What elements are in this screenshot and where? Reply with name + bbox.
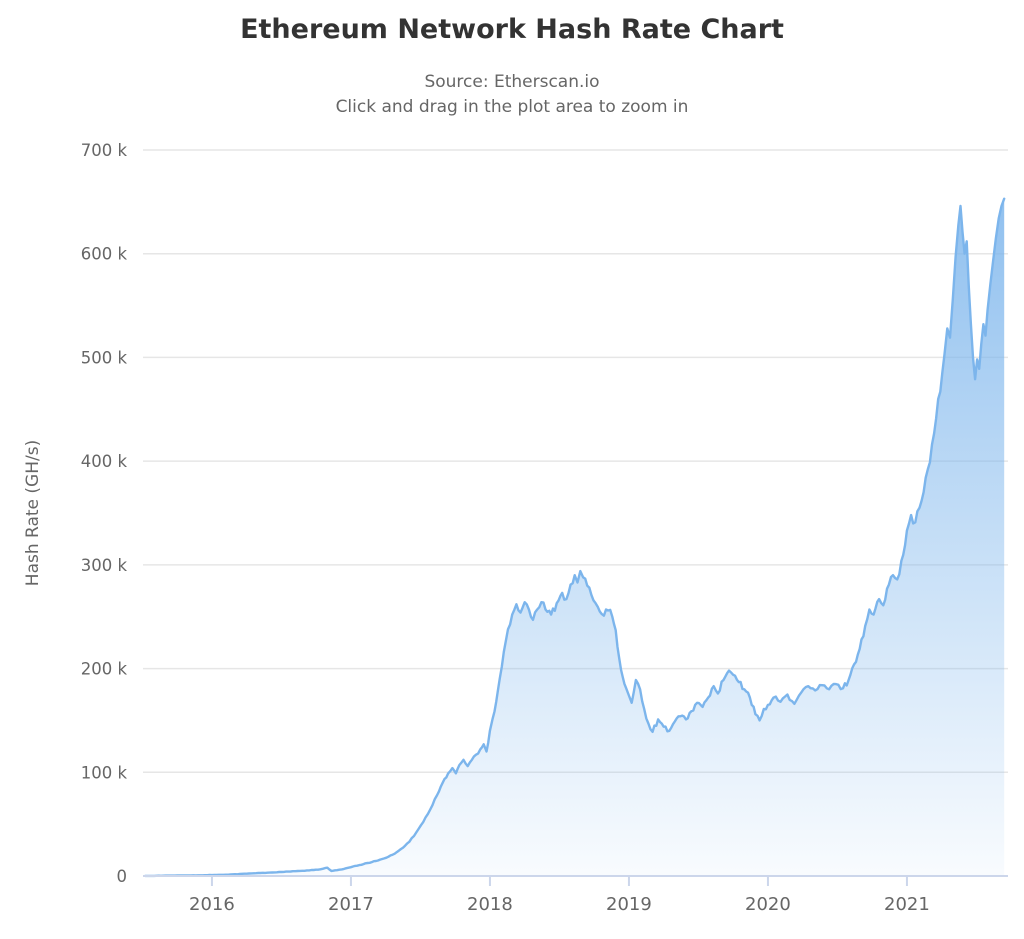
y-tick-label: 500 k bbox=[81, 348, 128, 367]
y-tick-label: 200 k bbox=[81, 660, 128, 679]
y-tick-label: 400 k bbox=[81, 452, 128, 471]
y-tick-label: 300 k bbox=[81, 556, 128, 575]
x-tick-label: 2020 bbox=[745, 894, 791, 915]
x-tick-label: 2018 bbox=[467, 894, 513, 915]
plot-zoom-region[interactable] bbox=[143, 150, 1008, 876]
x-tick-label: 2019 bbox=[606, 894, 652, 915]
x-tick-label: 2021 bbox=[884, 894, 930, 915]
hashrate-series-line bbox=[144, 197, 1006, 878]
chart-title: Ethereum Network Hash Rate Chart bbox=[240, 14, 784, 45]
chart-subtitle-source: Source: Etherscan.io bbox=[424, 72, 600, 92]
chart-subtitle-hint: Click and drag in the plot area to zoom … bbox=[335, 97, 689, 117]
hashrate-series-area bbox=[145, 198, 1005, 876]
y-tick-label: 700 k bbox=[81, 141, 128, 160]
y-tick-label: 0 bbox=[117, 867, 128, 886]
x-tick-label: 2016 bbox=[189, 894, 235, 915]
x-tick-label: 2017 bbox=[328, 894, 374, 915]
y-tick-label: 600 k bbox=[81, 245, 128, 264]
y-tick-label: 100 k bbox=[81, 763, 128, 782]
